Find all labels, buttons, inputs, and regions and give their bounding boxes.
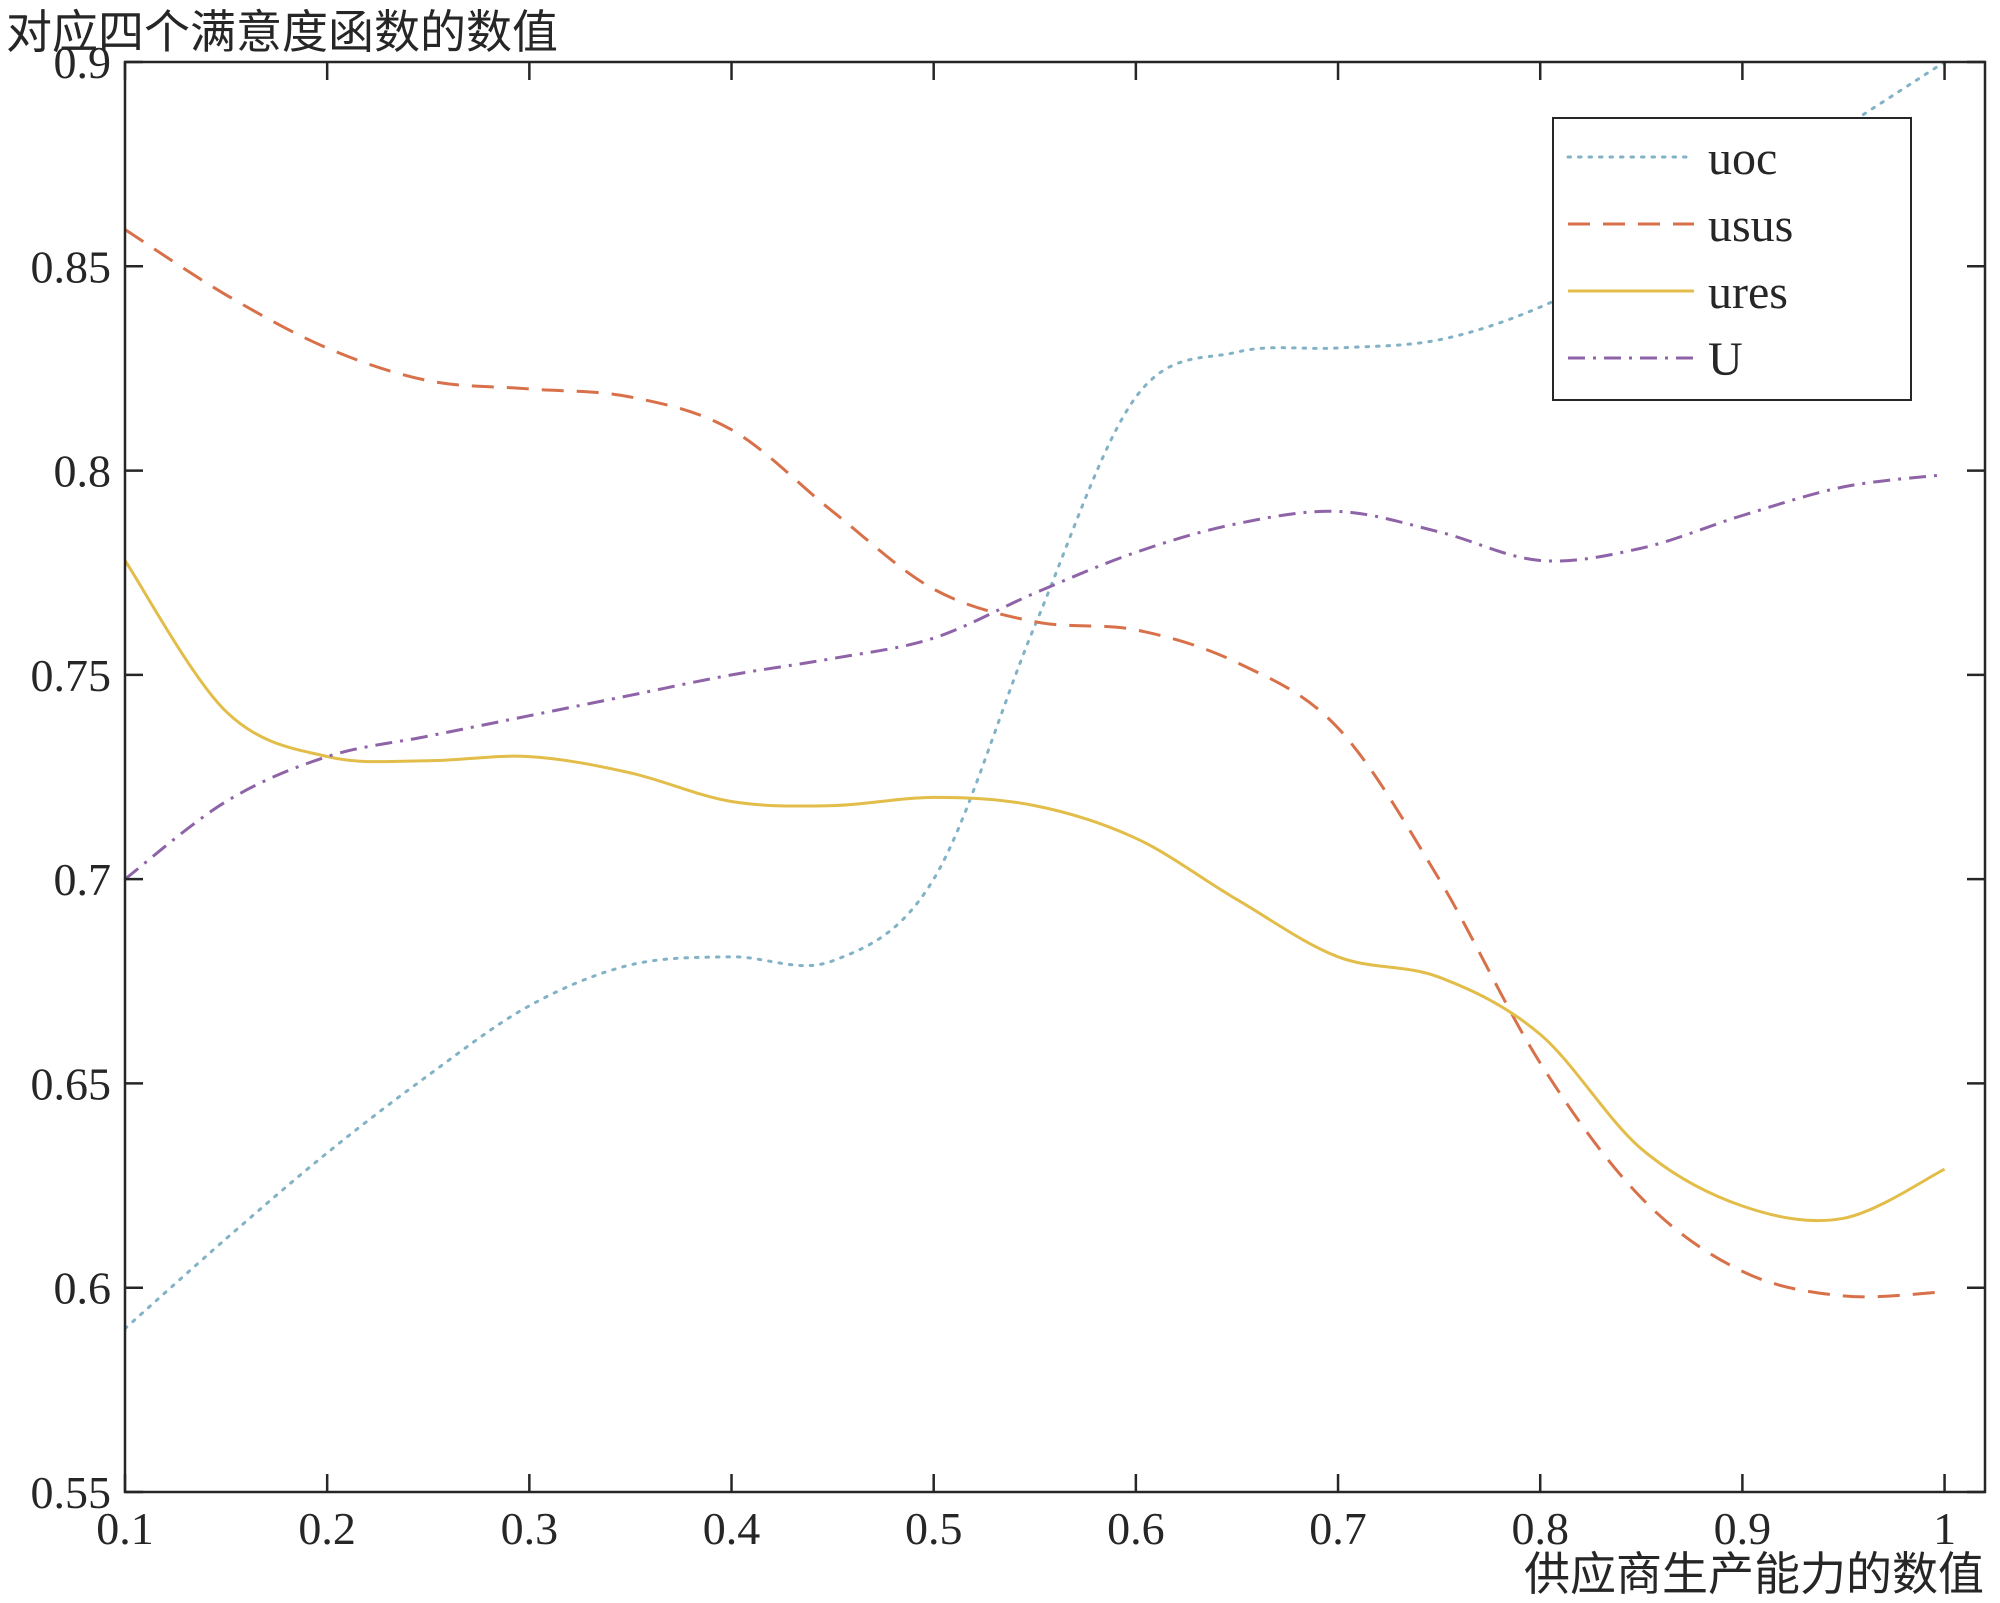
y-tick-label: 0.8 <box>54 446 112 497</box>
legend-item-usus: usus <box>1554 198 1910 252</box>
axes-box <box>123 60 1987 1494</box>
x-tick-label: 0.1 <box>96 1503 154 1554</box>
x-tick-label: 0.8 <box>1511 1503 1569 1554</box>
x-tick-label: 0.4 <box>703 1503 761 1554</box>
x-axis-label: 供应商生产能力的数值 <box>1524 1548 1984 1600</box>
legend-item-U: U <box>1554 332 1910 386</box>
x-tick-label: 0.5 <box>905 1503 963 1554</box>
legend-line-sample-dashdot <box>1566 351 1696 369</box>
series-line-ures <box>125 559 1946 1223</box>
legend-label: uoc <box>1708 131 1778 185</box>
legend-line-sample-dotted <box>1566 150 1696 168</box>
chart-title: 对应四个满意度函数的数值 <box>6 6 558 58</box>
x-tick-label: 0.3 <box>501 1503 559 1554</box>
x-tick-label: 0.6 <box>1107 1503 1165 1554</box>
legend-label: U <box>1708 332 1743 386</box>
legend-item-uoc: uoc <box>1554 131 1910 185</box>
x-tick-label: 0.7 <box>1309 1503 1367 1554</box>
y-tick-label: 0.55 <box>31 1467 112 1518</box>
legend-item-ures: ures <box>1554 265 1910 319</box>
series-line-usus <box>125 228 1945 1299</box>
series-line-U <box>125 473 1945 881</box>
y-tick-label: 0.7 <box>54 854 112 905</box>
y-tick-label: 0.65 <box>31 1058 112 1109</box>
legend-line-sample-solid <box>1566 284 1696 302</box>
legend-label: usus <box>1708 198 1794 252</box>
legend: uoc usus ures U <box>1552 117 1912 401</box>
x-tick-label: 1 <box>1933 1503 1956 1554</box>
x-tick-label: 0.2 <box>298 1503 356 1554</box>
legend-line-sample-dashed <box>1566 217 1696 235</box>
x-tick-label: 0.9 <box>1714 1503 1772 1554</box>
y-tick-label: 0.6 <box>54 1263 112 1314</box>
y-tick-label: 0.85 <box>31 241 112 292</box>
y-tick-label: 0.9 <box>54 37 112 88</box>
y-tick-label: 0.75 <box>31 650 112 701</box>
legend-label: ures <box>1708 265 1788 319</box>
